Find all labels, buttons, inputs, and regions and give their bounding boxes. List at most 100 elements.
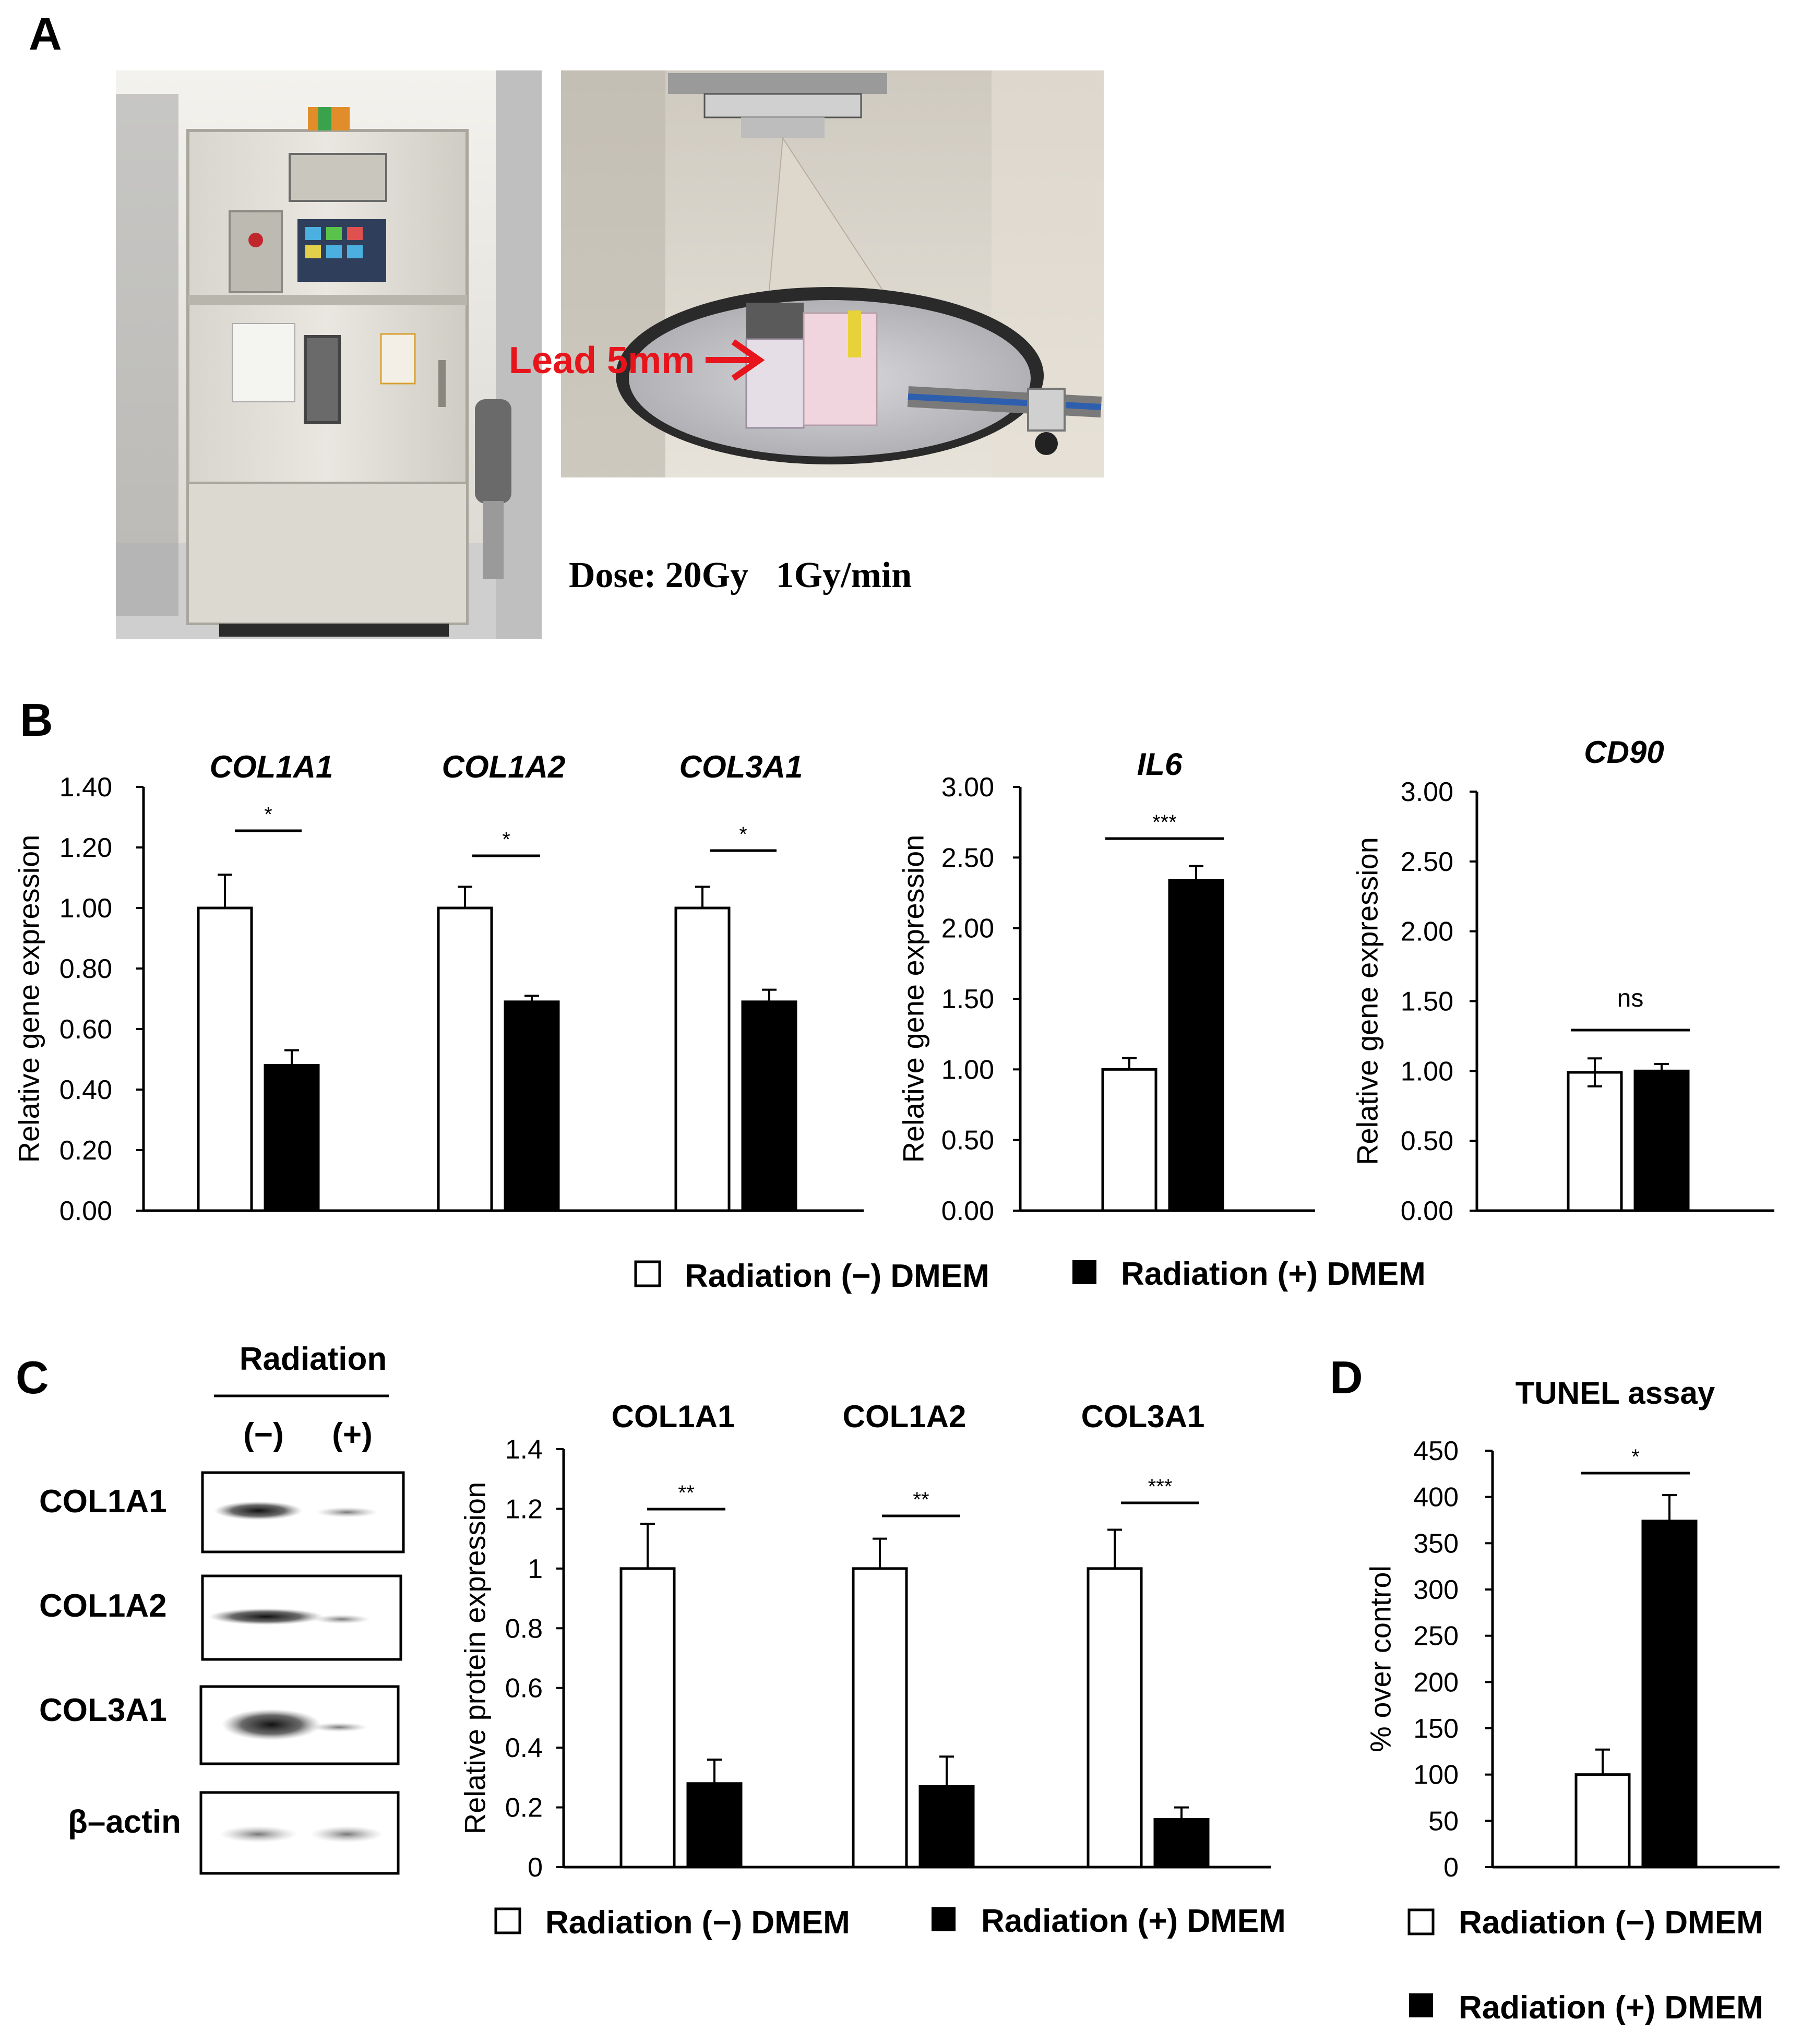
legend-b-label-radiation: Radiation (+) DMEM bbox=[1121, 1256, 1426, 1292]
chart-d-tunel: 0 50 100 150 200 250 300 350 400 450 % over contro… bbox=[1364, 1376, 1780, 1883]
significance-label: ** bbox=[678, 1481, 694, 1504]
significance-label: * bbox=[1631, 1445, 1640, 1468]
bar-radiation bbox=[1633, 1069, 1690, 1212]
blot-lane-plus: (+) bbox=[332, 1417, 373, 1453]
y-tick-label: 250 bbox=[1413, 1621, 1459, 1652]
group-title: COL1A2 bbox=[843, 1399, 966, 1434]
y-tick-label: 3.00 bbox=[1401, 777, 1453, 807]
y-axis-label: Relative gene expression bbox=[13, 835, 45, 1163]
significance-label: ** bbox=[913, 1488, 929, 1511]
bar-control bbox=[674, 906, 731, 1212]
legend-d-swatch-control bbox=[1407, 1908, 1435, 1935]
significance-label: * bbox=[264, 803, 272, 826]
legend-c-label-control: Radiation (−) DMEM bbox=[545, 1905, 850, 1941]
legend-c-label-radiation: Radiation (+) DMEM bbox=[981, 1903, 1286, 1939]
y-axis-label: Relative gene expression bbox=[897, 835, 930, 1163]
legend-d: Radiation (−) DMEM Radiation (+) DMEM bbox=[1407, 1905, 1763, 2026]
y-tick-label: 400 bbox=[1413, 1483, 1459, 1513]
y-tick-label: 450 bbox=[1413, 1436, 1459, 1466]
panel-a-label: A bbox=[29, 8, 62, 59]
y-tick-label: 1.00 bbox=[59, 893, 112, 924]
legend-d-swatch-radiation bbox=[1409, 1993, 1433, 2017]
y-tick-label: 0.4 bbox=[505, 1733, 543, 1763]
panel-c-label: C bbox=[16, 1352, 49, 1403]
photo-irradiation-chamber bbox=[561, 70, 1104, 477]
bar-radiation bbox=[918, 1785, 975, 1869]
y-tick-label: 0.50 bbox=[1401, 1126, 1453, 1156]
bar-radiation bbox=[1641, 1520, 1698, 1869]
panel-b-label: B bbox=[20, 694, 53, 746]
group-title: IL6 bbox=[1137, 747, 1183, 782]
legend-c: Radiation (−) DMEM Radiation (+) DMEM bbox=[494, 1903, 1286, 1941]
y-tick-label: 0.8 bbox=[505, 1613, 543, 1644]
significance-label: ns bbox=[1617, 985, 1644, 1012]
bar-radiation bbox=[264, 1064, 320, 1212]
legend-c-swatch-control bbox=[494, 1907, 521, 1934]
group-title: COL1A1 bbox=[612, 1399, 735, 1434]
legend-b: Radiation (−) DMEM Radiation (+) DMEM bbox=[634, 1256, 1426, 1294]
group-title: COL1A1 bbox=[210, 749, 333, 784]
legend-d-label-control: Radiation (−) DMEM bbox=[1459, 1905, 1763, 1941]
y-tick-label: 300 bbox=[1413, 1575, 1459, 1605]
y-tick-label: 0.40 bbox=[59, 1075, 112, 1105]
y-tick-label: 0.2 bbox=[505, 1793, 543, 1823]
blot-row-label: β–actin bbox=[68, 1804, 181, 1840]
chart-b-il6: 0.00 0.50 1.00 1.50 2.00 2.50 3.00 Relative gen… bbox=[897, 747, 1315, 1226]
y-tick-label: 1.20 bbox=[59, 833, 112, 863]
y-tick-label: 0.60 bbox=[59, 1014, 112, 1045]
y-axis-label: Relative protein expression bbox=[459, 1482, 492, 1834]
y-tick-label: 0.50 bbox=[941, 1126, 994, 1156]
significance-label: *** bbox=[1152, 811, 1177, 834]
significance-label: *** bbox=[1148, 1475, 1173, 1498]
legend-c-swatch-radiation bbox=[932, 1907, 956, 1931]
y-tick-label: 0.6 bbox=[505, 1674, 543, 1704]
group-title: COL3A1 bbox=[679, 749, 803, 784]
bar-control bbox=[852, 1567, 908, 1869]
panel-d-label: D bbox=[1330, 1352, 1363, 1403]
blot-row-label: COL1A1 bbox=[39, 1484, 167, 1520]
blot-row-label: COL1A2 bbox=[39, 1588, 167, 1624]
legend-b-swatch-radiation bbox=[1072, 1260, 1096, 1284]
group-title: CD90 bbox=[1584, 735, 1664, 770]
y-axis-label: % over control bbox=[1364, 1565, 1397, 1752]
significance-label: * bbox=[739, 823, 747, 846]
y-tick-label: 0.20 bbox=[59, 1135, 112, 1166]
y-tick-label: 150 bbox=[1413, 1714, 1459, 1744]
y-tick-label: 1.2 bbox=[505, 1494, 543, 1524]
bar-radiation bbox=[686, 1782, 743, 1869]
chart-b-cd90: 0.00 0.50 1.00 1.50 2.00 2.50 3.00 Relative gen… bbox=[1351, 735, 1774, 1226]
blot-header: Radiation bbox=[240, 1341, 387, 1377]
y-tick-label: 1.50 bbox=[941, 984, 994, 1014]
y-tick-label: 0.00 bbox=[941, 1196, 994, 1226]
group-title: COL3A1 bbox=[1081, 1399, 1205, 1434]
bar-control bbox=[437, 906, 493, 1212]
bar-control bbox=[1574, 1773, 1631, 1869]
bar-control bbox=[1087, 1567, 1143, 1869]
y-tick-label: 0.00 bbox=[1401, 1196, 1453, 1226]
y-tick-label: 350 bbox=[1413, 1528, 1459, 1559]
y-tick-label: 100 bbox=[1413, 1760, 1459, 1790]
y-tick-label: 1.00 bbox=[1401, 1056, 1453, 1086]
y-tick-label: 1 bbox=[528, 1554, 543, 1584]
bar-radiation bbox=[741, 1000, 797, 1212]
bar-radiation bbox=[1168, 879, 1224, 1212]
blot-row-label: COL3A1 bbox=[39, 1692, 167, 1728]
lead-shield-annotation: Lead 5mm bbox=[509, 339, 765, 381]
legend-d-label-radiation: Radiation (+) DMEM bbox=[1459, 1990, 1763, 2026]
western-blot: Radiation (−) (+) COL1A1 COL1A2 COL3A1 β… bbox=[39, 1341, 405, 1875]
y-tick-label: 0 bbox=[528, 1852, 543, 1883]
group-title: COL1A2 bbox=[442, 749, 566, 784]
y-tick-label: 1.40 bbox=[59, 772, 112, 803]
photo-irradiator-cabinet bbox=[116, 70, 542, 639]
chart-title: TUNEL assay bbox=[1515, 1376, 1715, 1411]
blot-lane-minus: (−) bbox=[243, 1417, 284, 1453]
bar-radiation bbox=[1153, 1818, 1210, 1869]
y-axis-label: Relative gene expression bbox=[1351, 837, 1384, 1165]
significance-label: * bbox=[502, 828, 510, 851]
y-tick-label: 0 bbox=[1443, 1852, 1459, 1883]
chart-c-protein: 0 0.2 0.4 0.6 0.8 1 1.2 1.4 Relative protein exp… bbox=[459, 1399, 1271, 1883]
y-tick-label: 2.00 bbox=[941, 914, 994, 944]
bar-control bbox=[197, 906, 253, 1212]
y-tick-label: 2.50 bbox=[1401, 847, 1453, 877]
